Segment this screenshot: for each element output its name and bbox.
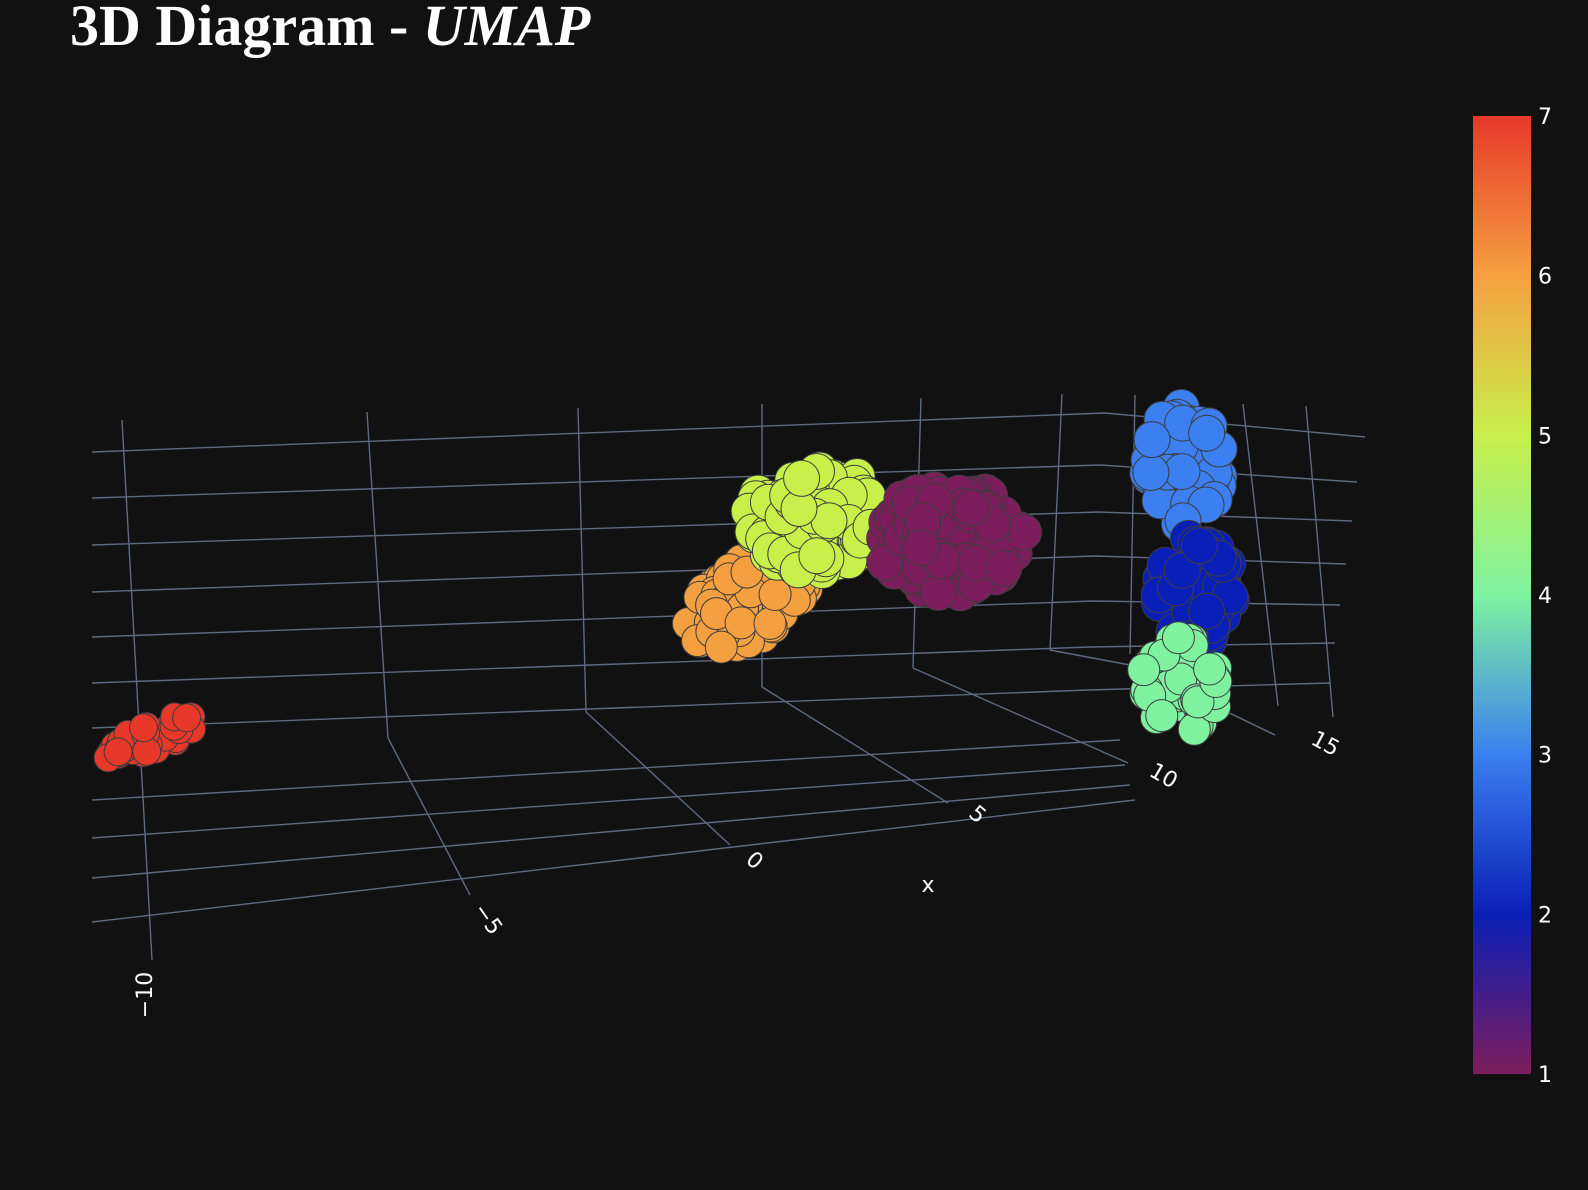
grid-line-vertical <box>1049 393 1063 651</box>
colorbar-gradient <box>1473 116 1531 1074</box>
point[interactable] <box>172 703 202 733</box>
x-axis-ticks: −10 −5 0 5 10 15 <box>133 727 1343 1019</box>
point[interactable] <box>129 713 158 743</box>
grid-line-back <box>91 412 1366 453</box>
point[interactable] <box>1188 592 1226 630</box>
colorbar: 1 2 3 4 5 6 7 <box>1473 105 1552 1088</box>
cluster-3 <box>1129 388 1238 543</box>
grid-line-back <box>91 464 1358 499</box>
point[interactable] <box>1145 699 1179 733</box>
cluster-4 <box>1127 621 1233 746</box>
grid-line-floor <box>91 739 1121 801</box>
colorbar-tick-label: 1 <box>1538 1063 1552 1088</box>
point[interactable] <box>985 549 1023 587</box>
grid-line-x <box>387 737 471 896</box>
x-tick-label: 15 <box>1307 727 1343 762</box>
point[interactable] <box>704 630 738 664</box>
point[interactable] <box>103 737 133 767</box>
x-tick-label: 5 <box>964 801 991 829</box>
colorbar-tick-label: 3 <box>1538 744 1552 769</box>
title-main: 3D Diagram - <box>70 0 423 58</box>
cluster-2 <box>1140 519 1250 661</box>
page-title: 3D Diagram - UMAP <box>70 0 590 62</box>
point[interactable] <box>1161 621 1195 655</box>
grid-line-vertical <box>1305 405 1334 718</box>
colorbar-tick-label: 6 <box>1538 265 1552 290</box>
grid-line-x <box>761 686 949 804</box>
x-axis-title: x <box>921 873 934 898</box>
x-tick-label: −10 <box>133 972 158 1018</box>
colorbar-tick-label: 4 <box>1538 584 1552 609</box>
grid-line-back <box>91 600 1341 638</box>
grid-line-x <box>912 667 1129 764</box>
point[interactable] <box>902 529 940 567</box>
cluster-7 <box>93 702 206 773</box>
point[interactable] <box>753 606 787 640</box>
point[interactable] <box>1133 421 1171 459</box>
point[interactable] <box>1127 653 1161 687</box>
grid-line-x <box>1049 649 1131 666</box>
grid-line-vertical <box>121 419 153 961</box>
point[interactable] <box>919 573 957 611</box>
colorbar-tick-label: 7 <box>1538 105 1552 130</box>
grid-line-vertical <box>366 411 389 739</box>
grid-line-x <box>585 711 731 846</box>
grid-line-vertical <box>1129 394 1136 655</box>
cluster-1 <box>866 471 1043 612</box>
scatter-points[interactable] <box>93 388 1250 773</box>
point[interactable] <box>1181 527 1218 565</box>
colorbar-ticks: 1 2 3 4 5 6 7 <box>1538 105 1552 1088</box>
grid-line-floor <box>91 799 1136 923</box>
grid-line-floor <box>91 784 1131 879</box>
x-tick-label: 0 <box>741 847 768 875</box>
point[interactable] <box>783 459 821 497</box>
scene-grid <box>91 393 1366 961</box>
point[interactable] <box>798 537 836 575</box>
grid-line-back <box>91 511 1353 546</box>
grid-line-vertical <box>577 407 587 713</box>
point[interactable] <box>1132 454 1170 491</box>
title-emphasis: UMAP <box>422 0 591 58</box>
x-tick-label: 10 <box>1145 759 1182 795</box>
grid-line-back <box>91 682 1331 729</box>
x-tick-label: −5 <box>468 899 507 940</box>
grid-line-floor <box>91 764 1126 839</box>
point[interactable] <box>953 489 991 527</box>
grid-line-back <box>91 642 1336 684</box>
colorbar-tick-label: 2 <box>1538 903 1552 928</box>
point[interactable] <box>1163 453 1201 491</box>
point[interactable] <box>1193 652 1227 686</box>
grid-line-back <box>91 555 1347 593</box>
grid-line-vertical <box>1242 403 1279 707</box>
point[interactable] <box>1188 414 1226 452</box>
colorbar-tick-label: 5 <box>1538 424 1552 449</box>
